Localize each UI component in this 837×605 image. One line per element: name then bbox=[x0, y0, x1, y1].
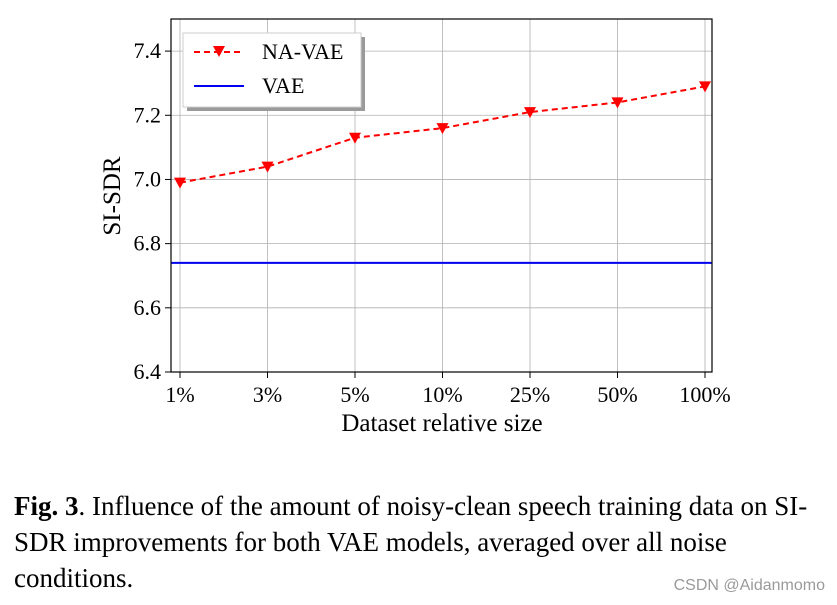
legend-box bbox=[182, 32, 362, 108]
line-chart: 6.4 6.6 6.8 7.0 7.2 7.4 1% 3% 5% 10% 25% 50% 100% D… bbox=[99, 18, 731, 437]
y-axis: 6.4 6.6 6.8 7.0 7.2 7.4 bbox=[134, 38, 171, 384]
x-tick-label: 50% bbox=[597, 382, 637, 407]
point-na-vae bbox=[261, 161, 274, 173]
y-tick-label: 6.6 bbox=[134, 295, 162, 320]
x-tick-label: 25% bbox=[510, 382, 550, 407]
legend: NA-VAE VAE bbox=[182, 32, 365, 111]
y-tick-label: 7.2 bbox=[134, 102, 162, 127]
legend-label-na-vae: NA-VAE bbox=[262, 39, 343, 64]
legend-marker-na-vae bbox=[213, 46, 225, 57]
series-layer bbox=[171, 81, 712, 264]
y-axis-label: SI-SDR bbox=[99, 156, 126, 236]
x-tick-label: 100% bbox=[679, 382, 730, 407]
point-na-vae bbox=[524, 107, 536, 119]
point-na-vae bbox=[699, 81, 711, 93]
x-tick-label: 1% bbox=[165, 382, 194, 407]
figure-caption: Fig. 3. Influence of the amount of noisy… bbox=[14, 488, 829, 596]
y-tick-label: 7.0 bbox=[134, 166, 162, 191]
plot-frame bbox=[170, 18, 713, 373]
x-axis: 1% 3% 5% 10% 25% 50% 100% bbox=[165, 372, 731, 407]
x-tick-label: 10% bbox=[422, 382, 462, 407]
y-tick-label: 6.8 bbox=[134, 231, 162, 256]
x-axis-label: Dataset relative size bbox=[341, 410, 542, 437]
y-tick-label: 7.4 bbox=[134, 38, 162, 63]
x-tick-label: 5% bbox=[340, 382, 369, 407]
point-na-vae bbox=[436, 123, 449, 135]
watermark: CSDN @Aidanmomo bbox=[673, 577, 825, 594]
x-tick-label: 3% bbox=[253, 382, 282, 407]
point-na-vae bbox=[349, 132, 361, 144]
y-tick-label: 6.4 bbox=[134, 359, 162, 384]
caption-text: . Influence of the amount of noisy-clean… bbox=[14, 491, 808, 593]
legend-label-vae: VAE bbox=[262, 73, 304, 98]
point-na-vae bbox=[174, 177, 186, 189]
point-na-vae bbox=[611, 97, 624, 109]
caption-label: Fig. 3 bbox=[14, 491, 79, 521]
